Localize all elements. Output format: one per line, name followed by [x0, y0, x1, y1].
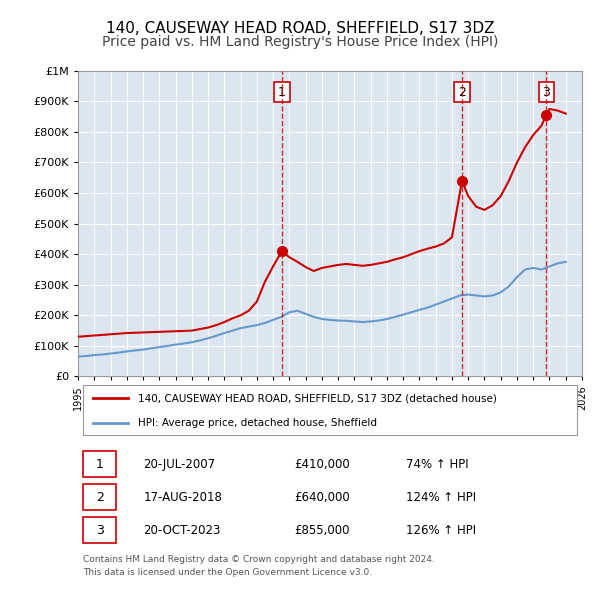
- FancyBboxPatch shape: [83, 451, 116, 477]
- Text: 126% ↑ HPI: 126% ↑ HPI: [406, 524, 476, 537]
- Text: 20-OCT-2023: 20-OCT-2023: [143, 524, 221, 537]
- FancyBboxPatch shape: [83, 517, 116, 543]
- FancyBboxPatch shape: [83, 385, 577, 435]
- Text: £855,000: £855,000: [295, 524, 350, 537]
- Text: 3: 3: [96, 524, 104, 537]
- Text: 2: 2: [96, 491, 104, 504]
- Text: 1: 1: [96, 458, 104, 471]
- Text: 140, CAUSEWAY HEAD ROAD, SHEFFIELD, S17 3DZ: 140, CAUSEWAY HEAD ROAD, SHEFFIELD, S17 …: [106, 21, 494, 35]
- Text: 74% ↑ HPI: 74% ↑ HPI: [406, 458, 468, 471]
- Text: 124% ↑ HPI: 124% ↑ HPI: [406, 491, 476, 504]
- Text: 20-JUL-2007: 20-JUL-2007: [143, 458, 215, 471]
- Text: £410,000: £410,000: [295, 458, 350, 471]
- Text: 17-AUG-2018: 17-AUG-2018: [143, 491, 223, 504]
- Text: HPI: Average price, detached house, Sheffield: HPI: Average price, detached house, Shef…: [139, 418, 377, 428]
- Text: 140, CAUSEWAY HEAD ROAD, SHEFFIELD, S17 3DZ (detached house): 140, CAUSEWAY HEAD ROAD, SHEFFIELD, S17 …: [139, 393, 497, 403]
- Text: 2: 2: [458, 86, 466, 99]
- Text: £640,000: £640,000: [295, 491, 350, 504]
- FancyBboxPatch shape: [83, 484, 116, 510]
- Text: This data is licensed under the Open Government Licence v3.0.: This data is licensed under the Open Gov…: [83, 569, 372, 578]
- Text: 1: 1: [278, 86, 286, 99]
- Text: Contains HM Land Registry data © Crown copyright and database right 2024.: Contains HM Land Registry data © Crown c…: [83, 555, 435, 563]
- Text: Price paid vs. HM Land Registry's House Price Index (HPI): Price paid vs. HM Land Registry's House …: [102, 35, 498, 50]
- Text: 3: 3: [542, 86, 550, 99]
